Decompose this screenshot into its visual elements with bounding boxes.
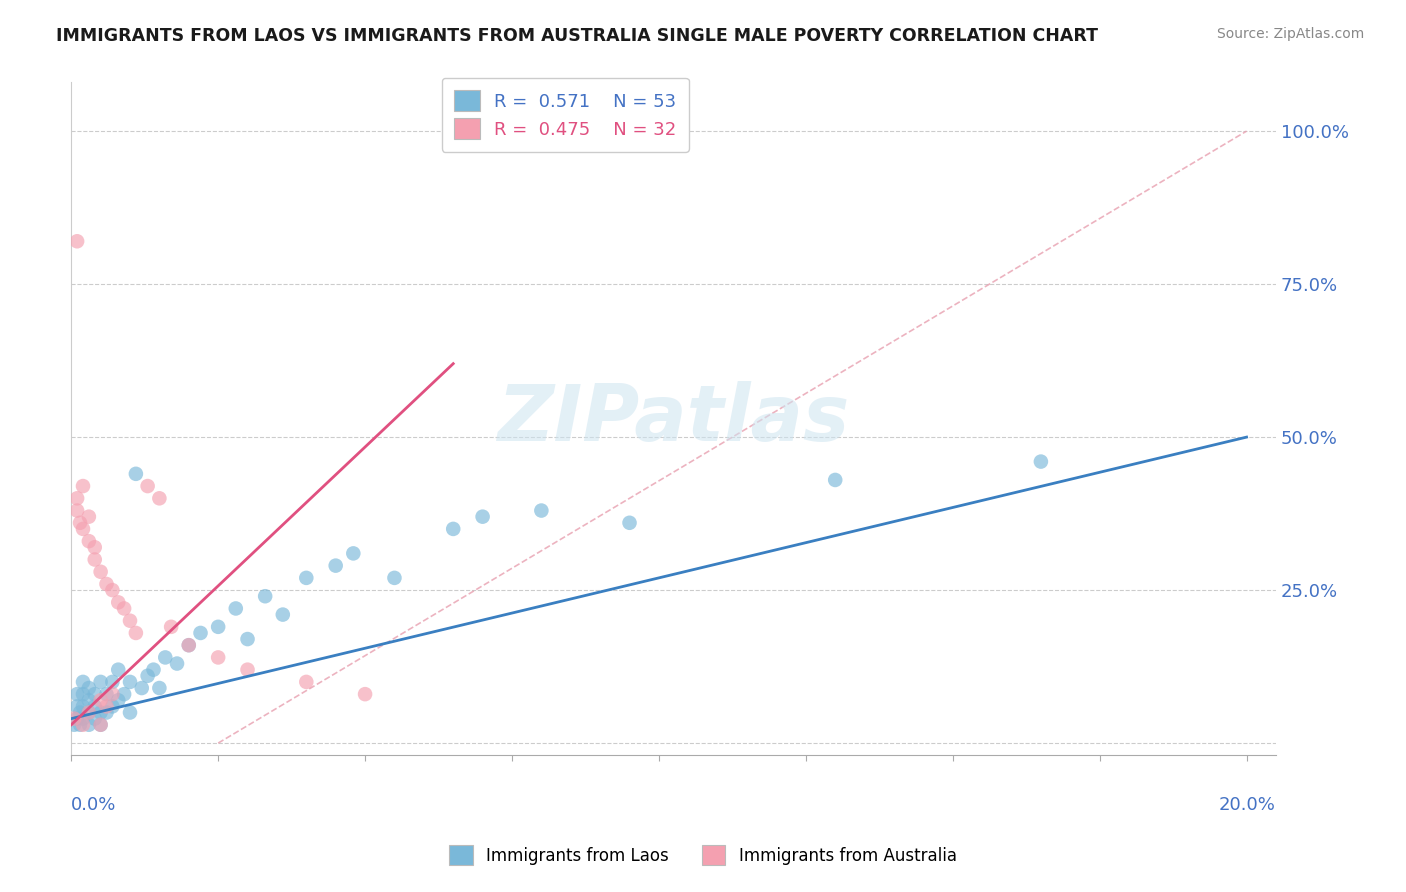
Point xyxy=(107,663,129,677)
Point xyxy=(530,503,553,517)
Point xyxy=(72,699,94,714)
Point xyxy=(190,626,212,640)
Point xyxy=(90,674,112,689)
Point xyxy=(271,607,294,622)
Point xyxy=(66,687,89,701)
Point xyxy=(96,706,118,720)
Point xyxy=(148,681,170,695)
Point xyxy=(125,626,148,640)
Point xyxy=(142,663,165,677)
Point xyxy=(77,681,100,695)
Point xyxy=(101,687,124,701)
Point xyxy=(155,650,177,665)
Point xyxy=(90,693,112,707)
Point xyxy=(83,687,105,701)
Point xyxy=(96,699,118,714)
Legend: Immigrants from Laos, Immigrants from Australia: Immigrants from Laos, Immigrants from Au… xyxy=(439,836,967,875)
Point xyxy=(107,595,129,609)
Point xyxy=(69,717,91,731)
Point xyxy=(118,674,141,689)
Point xyxy=(207,650,229,665)
Point xyxy=(66,699,89,714)
Point xyxy=(66,712,89,726)
Point xyxy=(824,473,846,487)
Point xyxy=(77,717,100,731)
Point xyxy=(72,712,94,726)
Point xyxy=(66,503,89,517)
Point xyxy=(63,712,86,726)
Point xyxy=(342,546,364,560)
Point xyxy=(619,516,641,530)
Text: 20.0%: 20.0% xyxy=(1219,796,1277,814)
Point xyxy=(118,706,141,720)
Point xyxy=(72,687,94,701)
Point xyxy=(90,706,112,720)
Point xyxy=(441,522,464,536)
Point xyxy=(83,712,105,726)
Point xyxy=(112,601,135,615)
Point xyxy=(83,552,105,566)
Point xyxy=(225,601,247,615)
Point xyxy=(101,674,124,689)
Text: Source: ZipAtlas.com: Source: ZipAtlas.com xyxy=(1216,27,1364,41)
Point xyxy=(101,699,124,714)
Point xyxy=(471,509,494,524)
Point xyxy=(72,717,94,731)
Point xyxy=(101,583,124,598)
Legend: R =  0.571    N = 53, R =  0.475    N = 32: R = 0.571 N = 53, R = 0.475 N = 32 xyxy=(441,78,689,152)
Point xyxy=(325,558,347,573)
Point xyxy=(90,717,112,731)
Point xyxy=(77,534,100,549)
Text: IMMIGRANTS FROM LAOS VS IMMIGRANTS FROM AUSTRALIA SINGLE MALE POVERTY CORRELATIO: IMMIGRANTS FROM LAOS VS IMMIGRANTS FROM … xyxy=(56,27,1098,45)
Point xyxy=(136,479,159,493)
Point xyxy=(69,706,91,720)
Point xyxy=(83,541,105,555)
Point xyxy=(77,706,100,720)
Point xyxy=(112,687,135,701)
Point xyxy=(148,491,170,506)
Point xyxy=(63,717,86,731)
Point xyxy=(236,663,259,677)
Point xyxy=(83,699,105,714)
Point xyxy=(125,467,148,481)
Point xyxy=(77,693,100,707)
Point xyxy=(166,657,188,671)
Point xyxy=(254,589,277,603)
Point xyxy=(295,674,318,689)
Point xyxy=(90,565,112,579)
Point xyxy=(72,479,94,493)
Point xyxy=(72,522,94,536)
Point xyxy=(295,571,318,585)
Point xyxy=(77,509,100,524)
Point xyxy=(107,693,129,707)
Point xyxy=(69,516,91,530)
Point xyxy=(77,706,100,720)
Point xyxy=(136,669,159,683)
Text: ZIPatlas: ZIPatlas xyxy=(498,381,849,457)
Point xyxy=(207,620,229,634)
Point xyxy=(96,577,118,591)
Point xyxy=(66,234,89,248)
Text: 0.0%: 0.0% xyxy=(72,796,117,814)
Point xyxy=(160,620,183,634)
Point xyxy=(131,681,153,695)
Point xyxy=(177,638,200,652)
Point xyxy=(96,687,118,701)
Point xyxy=(72,674,94,689)
Point xyxy=(384,571,406,585)
Point xyxy=(90,717,112,731)
Point xyxy=(354,687,377,701)
Point xyxy=(1029,454,1052,468)
Point xyxy=(177,638,200,652)
Point xyxy=(118,614,141,628)
Point xyxy=(236,632,259,646)
Point xyxy=(66,491,89,506)
